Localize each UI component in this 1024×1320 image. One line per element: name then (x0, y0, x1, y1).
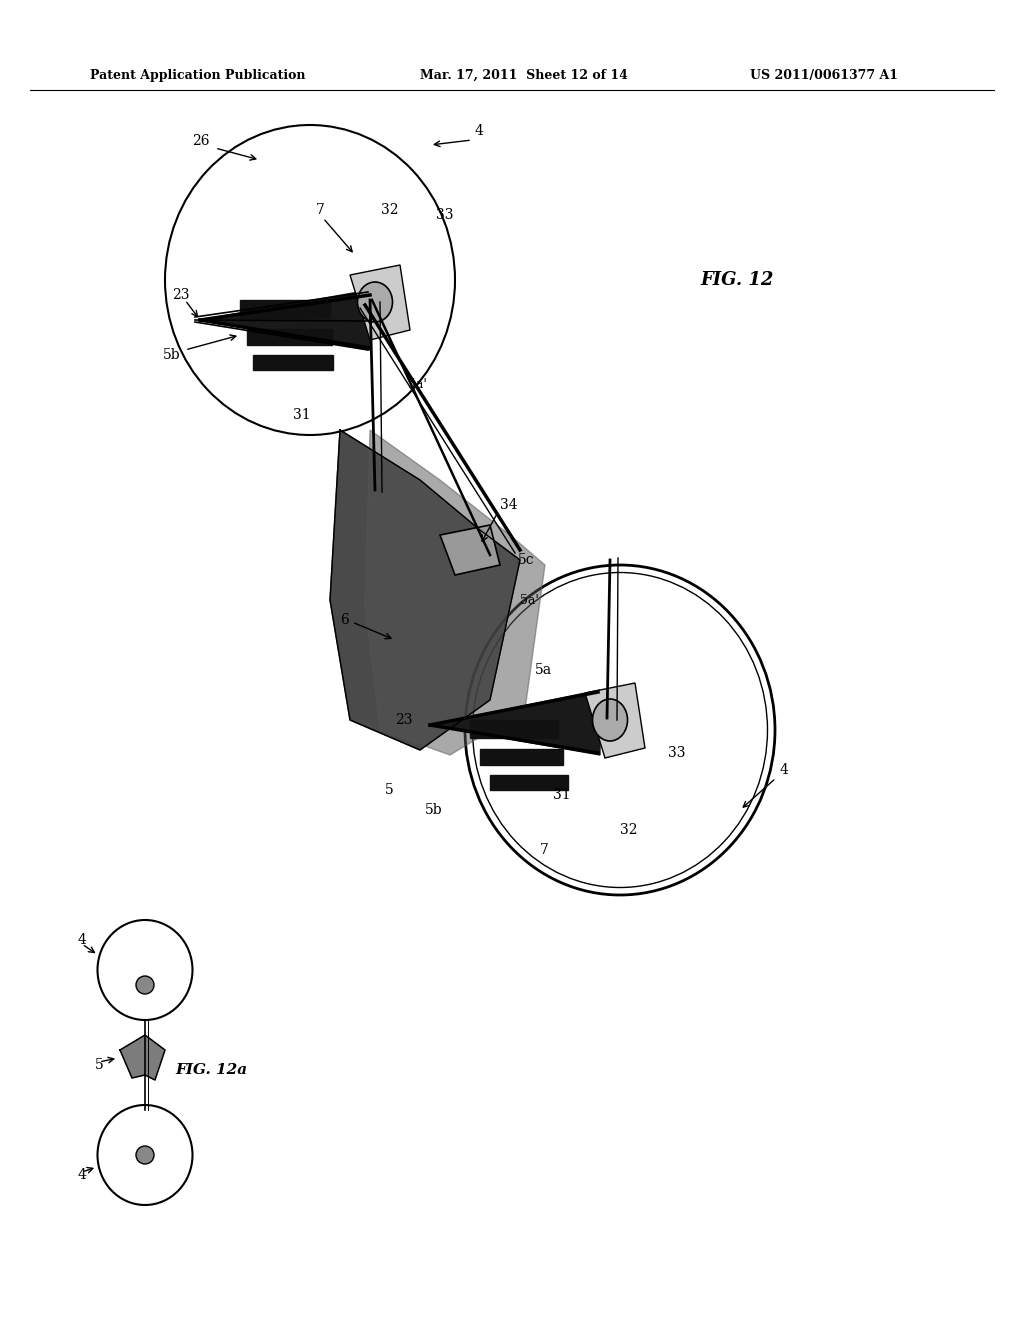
Text: US 2011/0061377 A1: US 2011/0061377 A1 (750, 69, 898, 82)
Text: 5a': 5a' (520, 594, 539, 606)
Text: FIG. 12: FIG. 12 (700, 271, 773, 289)
Bar (253, 355, 333, 370)
Polygon shape (430, 690, 600, 755)
Text: 33: 33 (436, 209, 454, 222)
Bar (240, 300, 330, 318)
Bar (490, 775, 568, 789)
Text: 4: 4 (780, 763, 788, 777)
Polygon shape (440, 525, 500, 576)
Ellipse shape (357, 282, 392, 322)
Text: 5: 5 (385, 783, 394, 797)
Text: 7: 7 (540, 843, 549, 857)
Text: 5b: 5b (425, 803, 442, 817)
Ellipse shape (593, 700, 628, 741)
Text: 23: 23 (172, 288, 189, 302)
Text: 32: 32 (381, 203, 398, 216)
Text: 4: 4 (78, 933, 87, 946)
Text: 5b: 5b (163, 348, 180, 362)
Text: 32: 32 (620, 822, 638, 837)
Text: 5c: 5c (518, 553, 535, 568)
Text: 23: 23 (395, 713, 413, 727)
Polygon shape (350, 265, 410, 341)
Text: 33: 33 (668, 746, 685, 760)
Text: 4: 4 (78, 1168, 87, 1181)
Polygon shape (120, 1035, 165, 1080)
Text: FIG. 12a: FIG. 12a (175, 1063, 247, 1077)
Text: 4: 4 (475, 124, 484, 139)
Text: 5: 5 (95, 1059, 103, 1072)
Text: Mar. 17, 2011  Sheet 12 of 14: Mar. 17, 2011 Sheet 12 of 14 (420, 69, 628, 82)
Polygon shape (330, 430, 520, 750)
Text: 5a: 5a (535, 663, 552, 677)
Bar (480, 748, 563, 766)
Text: Patent Application Publication: Patent Application Publication (90, 69, 305, 82)
Text: 7: 7 (315, 203, 325, 216)
Bar (470, 719, 558, 738)
Text: 5a': 5a' (408, 379, 427, 392)
Ellipse shape (136, 975, 154, 994)
Polygon shape (365, 430, 545, 755)
Ellipse shape (136, 1146, 154, 1164)
Polygon shape (200, 290, 370, 350)
Polygon shape (585, 682, 645, 758)
Text: 31: 31 (293, 408, 311, 422)
Text: 6: 6 (340, 612, 349, 627)
Text: 26: 26 (193, 135, 210, 148)
Bar (247, 329, 332, 345)
Text: 34: 34 (500, 498, 517, 512)
Text: 31: 31 (553, 788, 570, 803)
